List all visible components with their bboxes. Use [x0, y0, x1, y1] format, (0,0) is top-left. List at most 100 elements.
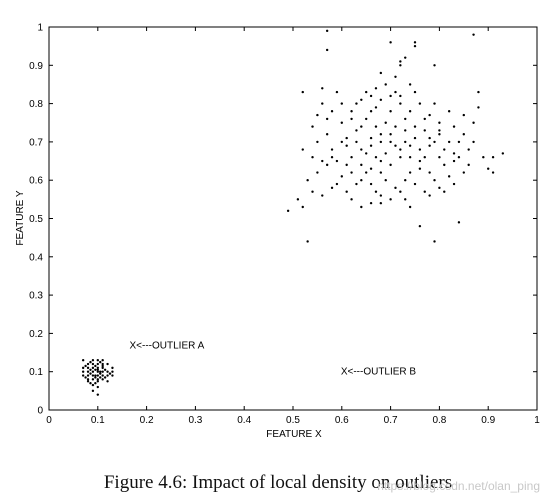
- scatter-point: [394, 186, 397, 190]
- scatter-point: [501, 152, 505, 155]
- scatter-point: [91, 366, 95, 370]
- scatter-point: [311, 190, 314, 193]
- scatter-point: [389, 198, 392, 201]
- scatter-point: [374, 190, 378, 193]
- x-tick-label: 0.1: [91, 415, 105, 426]
- scatter-point: [106, 362, 109, 366]
- scatter-point: [491, 156, 495, 159]
- scatter-point: [491, 171, 495, 174]
- scatter-point: [96, 362, 100, 366]
- scatter-point: [447, 140, 451, 144]
- scatter-point: [101, 374, 104, 377]
- scatter-point: [321, 194, 324, 197]
- scatter-point: [365, 171, 368, 174]
- scatter-point: [457, 156, 461, 159]
- scatter-point: [418, 167, 422, 170]
- scatter-point: [86, 370, 90, 373]
- scatter-point: [306, 179, 309, 182]
- scatter-point: [467, 163, 470, 167]
- scatter-point: [438, 121, 441, 124]
- scatter-point: [96, 393, 100, 396]
- scatter-point: [81, 366, 85, 370]
- scatter-point: [433, 179, 436, 182]
- scatter-point: [325, 48, 329, 52]
- scatter-point: [365, 117, 368, 121]
- scatter-point: [103, 368, 107, 371]
- scatter-point: [340, 175, 343, 178]
- y-tick-label: 0.6: [29, 176, 43, 187]
- scatter-point: [96, 370, 100, 373]
- scatter-point: [96, 374, 100, 377]
- scatter-point: [443, 190, 446, 193]
- scatter-point: [389, 94, 392, 98]
- scatter-point: [91, 370, 95, 373]
- scatter-point: [369, 110, 373, 113]
- x-tick-label: 0.5: [286, 415, 300, 426]
- scatter-point: [360, 163, 363, 167]
- scatter-point: [374, 156, 378, 159]
- y-tick-label: 0.3: [29, 291, 43, 302]
- scatter-point: [369, 167, 373, 170]
- scatter-point: [360, 205, 363, 209]
- scatter-point: [345, 190, 348, 193]
- scatter-point: [379, 171, 383, 174]
- scatter-point: [384, 152, 387, 155]
- scatter-point: [369, 144, 373, 147]
- scatter-point: [374, 87, 378, 90]
- scatter-point: [106, 380, 109, 383]
- scatter-point: [355, 102, 358, 105]
- scatter-point: [369, 136, 373, 140]
- scatter-point: [374, 106, 378, 109]
- scatter-point: [365, 152, 368, 155]
- scatter-point: [355, 182, 358, 186]
- scatter-point: [340, 140, 343, 144]
- scatter-point: [360, 179, 363, 182]
- axes: 0 0.1 0.2 0.3 0.4 0.5 0.6 0.7 0.8 0.9 1 0 0.1 0.2 0.3 0…: [29, 23, 540, 427]
- scatter-point: [350, 198, 353, 201]
- x-tick-label: 1: [534, 415, 540, 426]
- scatter-point: [101, 366, 104, 370]
- scatter-point: [369, 182, 373, 186]
- scatter-point: [301, 205, 304, 209]
- scatter-point: [408, 205, 412, 209]
- scatter-point: [404, 56, 407, 59]
- x-tick-label: 0.7: [384, 415, 398, 426]
- scatter-point: [408, 110, 412, 113]
- scatter-point: [394, 144, 397, 147]
- scatter-point: [462, 171, 465, 174]
- y-tick-label: 0.2: [29, 329, 43, 340]
- scatter-point: [428, 113, 431, 117]
- scatter-point: [86, 362, 90, 366]
- scatter-point: [428, 144, 431, 147]
- scatter-point: [340, 121, 343, 124]
- scatter-point: [379, 159, 383, 163]
- y-tick-label: 0.9: [29, 61, 43, 72]
- scatter-point: [355, 129, 358, 132]
- y-tick-label: 1: [37, 23, 43, 34]
- scatter-point: [345, 144, 348, 147]
- scatter-point: [399, 156, 402, 159]
- scatter-point: [345, 163, 348, 167]
- scatter-point: [86, 374, 90, 377]
- scatter-point: [438, 129, 441, 132]
- scatter-point: [487, 167, 490, 170]
- scatter-point: [408, 171, 412, 174]
- scatter-point: [101, 364, 104, 368]
- scatter-point: [413, 41, 417, 44]
- scatter-point: [99, 372, 102, 375]
- scatter-point: [428, 194, 431, 197]
- scatter-point: [389, 110, 392, 113]
- scatter-point: [86, 380, 90, 383]
- scatter-point: [369, 94, 373, 98]
- scatter-point: [438, 186, 441, 190]
- scatter-point: [379, 133, 383, 136]
- scatter-point: [399, 60, 402, 63]
- scatter-point: [360, 148, 363, 151]
- scatter-point: [418, 159, 422, 163]
- scatter-point: [91, 362, 95, 366]
- scatter-point: [384, 179, 387, 182]
- scatter-point: [399, 64, 402, 67]
- scatter-point: [316, 171, 319, 174]
- scatter-point: [457, 140, 461, 144]
- scatter-point: [106, 374, 109, 377]
